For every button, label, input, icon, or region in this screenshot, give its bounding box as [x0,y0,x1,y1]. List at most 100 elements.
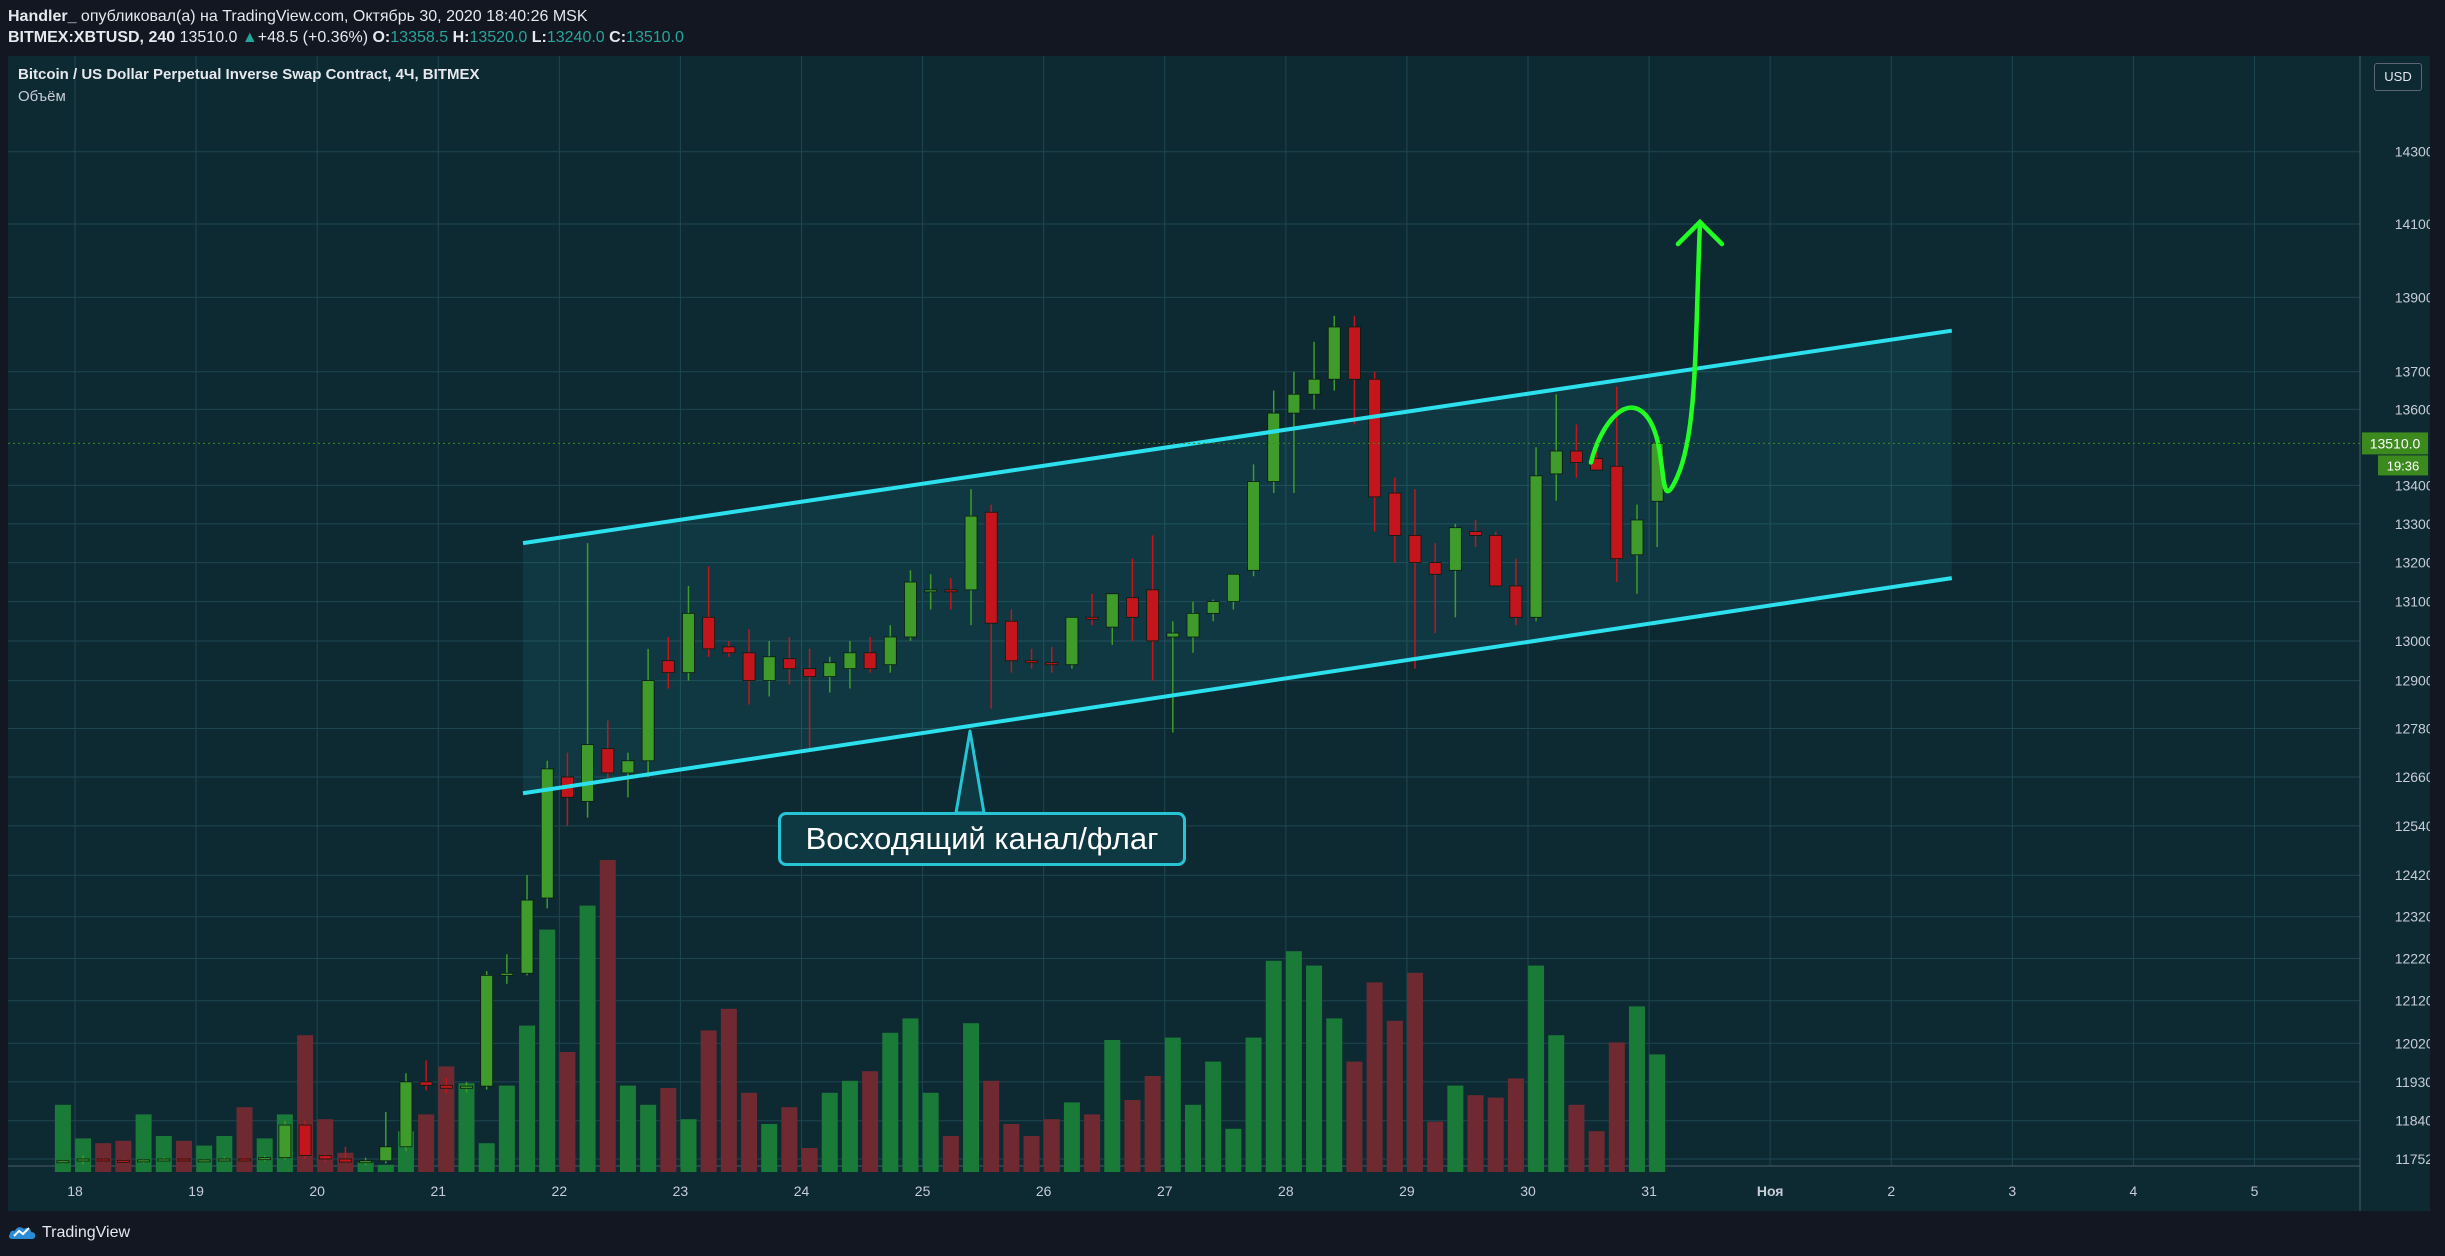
candle [1166,621,1180,733]
candle [581,543,594,818]
candle [96,1157,110,1163]
volume-bar [922,1092,939,1172]
volume-bar [1568,1104,1585,1172]
current-price-badge [2362,432,2428,455]
candle [399,1073,413,1152]
low-value: 13240.0 [546,29,605,46]
candle-body [379,1146,393,1162]
candle [1287,371,1301,494]
time-tick-label: 20 [309,1183,325,1199]
candle [782,636,796,685]
volume-bar [256,1138,273,1172]
candle-body [339,1158,352,1163]
candle [904,570,917,641]
volume-bar [761,1124,778,1172]
volume-bar [1265,960,1282,1172]
author-name[interactable]: Handler_ [8,8,77,25]
volume-bar [418,1114,435,1172]
volume-bar [680,1119,697,1172]
candle-body [1388,492,1402,536]
candle [944,578,958,610]
volume-bar [1023,1136,1040,1172]
symbol-name[interactable]: BITMEX:XBTUSD, 240 [8,29,176,46]
price-tick-label: 11930.0 [2395,1074,2430,1090]
candle-body [621,760,635,774]
candle [1146,535,1160,681]
candle [601,720,615,782]
candle-body [1146,589,1160,642]
candle [1247,464,1260,577]
volume-bar [882,1032,899,1172]
volume-bar [1487,1097,1504,1172]
volume-bar [781,1107,798,1172]
candle-body [1287,393,1301,414]
price-tick-label: 11840.0 [2395,1113,2430,1129]
volume-bar [1588,1131,1605,1172]
price-tick-label: 12020.0 [2395,1035,2430,1051]
volume-bar [1346,1061,1363,1172]
volume-bar [1649,1054,1666,1172]
candle-body [924,589,938,593]
time-tick-label: 4 [2130,1183,2138,1199]
candle [1105,593,1119,645]
volume-bar [821,1092,838,1172]
currency-button[interactable]: USD [2374,63,2422,91]
candle-body [1186,612,1200,638]
candle [500,954,514,984]
candle [419,1060,433,1091]
volume-bar [135,1114,152,1172]
volume-bar [1043,1119,1060,1172]
candle-body [702,616,716,650]
price-tick-label: 13400.0 [2395,477,2430,493]
change-up-icon: ▲ [241,29,258,46]
candle [1267,390,1281,494]
volume-legend[interactable]: Объём [18,88,66,105]
price-tick-label: 13900.0 [2395,289,2430,305]
price-tick-label: 13000.0 [2395,633,2430,649]
price-chart[interactable]: 14300.0 14100.0 13900.0 13700.0 13600.0 13400… [8,56,2430,1211]
candle-body [298,1124,312,1156]
candle-body [1267,412,1281,482]
volume-bar [236,1107,253,1172]
chart-area[interactable]: 14300.0 14100.0 13900.0 13700.0 13600.0 13400… [8,56,2430,1211]
time-tick-label: 27 [1157,1183,1173,1199]
time-tick-label: 30 [1520,1183,1536,1199]
candle-body [1004,620,1018,662]
candle [1307,341,1321,410]
volume-bar [95,1143,112,1172]
candle-body [460,1085,473,1089]
candle [762,640,776,697]
series-title[interactable]: Bitcoin / US Dollar Perpetual Inverse Sw… [18,66,480,83]
candle [742,629,756,705]
candle [1529,447,1543,622]
countdown-label: 19:36 [2387,458,2420,473]
candle [661,636,675,689]
volume-bar [700,1030,717,1172]
candle [1570,424,1583,478]
candle-body [399,1081,413,1148]
volume-bar [559,1052,576,1172]
price-tick-label: 12540.0 [2395,818,2430,834]
candle [1186,601,1200,653]
chart-header: Handler_ опубликовал(а) на TradingView.c… [0,0,2445,56]
volume-bar [175,1140,192,1172]
candle [1045,646,1059,673]
candle [359,1157,373,1166]
candle [480,971,494,1090]
candle [682,585,695,681]
volume-bar [841,1080,858,1172]
candle [157,1157,171,1162]
volume-bar [741,1092,758,1172]
volume-bar [1164,1037,1181,1172]
candle-body [1469,531,1482,536]
tradingview-logo[interactable]: TradingView [8,1221,130,1245]
publish-info: опубликовал(а) на TradingView.com, Октяб… [80,8,588,25]
candle [641,648,655,777]
channel-annotation[interactable]: Восходящий канал/флаг [778,812,1186,866]
close-label: C: [609,29,627,46]
volume-bar [801,1148,818,1172]
candle [1085,593,1099,626]
candle [379,1112,393,1164]
time-tick-label: 29 [1399,1183,1415,1199]
volume-bar [1608,1042,1625,1172]
